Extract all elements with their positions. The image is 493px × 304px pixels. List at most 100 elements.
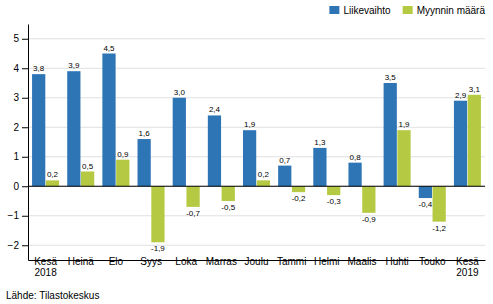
data-label: -0,9 (362, 215, 376, 224)
data-label: 3,9 (68, 61, 80, 70)
y-axis: −2 −1 0 1 2 3 4 5 (8, 25, 29, 261)
y-tick-mark (22, 186, 28, 187)
bar (32, 74, 45, 186)
x-tick-label: Syys (140, 256, 162, 267)
grid-line (28, 68, 485, 69)
data-label: 1,6 (139, 129, 151, 138)
y-tick: 0 (13, 181, 28, 192)
bar (151, 186, 164, 242)
x-tick: Elo (109, 256, 124, 267)
data-label: 3,5 (385, 73, 397, 82)
data-label: -1,2 (432, 224, 446, 233)
y-tick-label: 4 (13, 63, 19, 74)
data-label: 0,9 (117, 150, 129, 159)
y-tick: −1 (8, 210, 28, 221)
x-tick-label: Loka (175, 256, 197, 267)
bar (362, 186, 375, 213)
y-tick-label: −1 (8, 210, 20, 221)
x-tick-label: Elo (109, 256, 124, 267)
data-label: -0,7 (186, 209, 200, 218)
grid-line (28, 186, 485, 187)
x-tick: Joulu (245, 256, 269, 267)
y-tick-mark (22, 98, 28, 99)
bar (313, 148, 326, 186)
legend-swatch (403, 6, 413, 14)
x-tick: Helmi (314, 256, 340, 267)
y-tick: −2 (8, 240, 28, 251)
data-label: 0,8 (350, 153, 362, 162)
bars (32, 54, 481, 243)
y-tick-mark (22, 216, 28, 217)
y-tick-mark (22, 39, 28, 40)
x-tick-label: Helmi (314, 256, 340, 267)
chart: 3,83,94,51,63,02,41,90,71,30,83,5-0,42,9… (0, 0, 493, 304)
bar (67, 71, 80, 186)
x-tick: Syys (140, 256, 162, 267)
bar (243, 130, 256, 186)
data-label: 2,9 (455, 91, 467, 100)
grid-line (28, 245, 485, 246)
x-tick-label: Kesä2018 (34, 256, 57, 278)
data-label: 1,3 (314, 138, 326, 147)
bar (81, 172, 94, 187)
data-label: 4,5 (103, 44, 115, 53)
x-tick-label: Joulu (245, 256, 269, 267)
data-label: 3,8 (33, 64, 45, 73)
x-tick: Tammi (277, 256, 306, 267)
x-tick-label: Touko (419, 256, 446, 267)
x-tick-label: Marras (206, 256, 237, 267)
grid (28, 39, 485, 246)
x-tick: Marras (206, 256, 237, 267)
x-tick-label: Huhti (385, 256, 408, 267)
x-tick: Kesä2019 (456, 256, 479, 278)
bar (116, 160, 129, 187)
data-label: 3,1 (469, 85, 481, 94)
data-label: 2,4 (209, 105, 221, 114)
y-tick-label: 5 (13, 33, 19, 44)
y-tick-label: 1 (13, 151, 19, 162)
x-tick: Heinä (68, 256, 95, 267)
x-tick-label: Maalis (348, 256, 377, 267)
grid-line (28, 127, 485, 128)
data-label: 1,9 (244, 120, 256, 129)
data-label: 1,9 (398, 120, 410, 129)
legend-label: Liikevaihto (343, 5, 391, 16)
data-label: -0,5 (221, 203, 235, 212)
y-axis-line (28, 25, 29, 261)
y-tick-label: 2 (13, 122, 19, 133)
grid-line (28, 215, 485, 216)
x-tick: Huhti (385, 256, 408, 267)
data-label: 0,2 (47, 170, 59, 179)
y-tick-mark (22, 245, 28, 246)
x-axis: Kesä2018 Heinä Elo Syys Loka Marras Joulu Tammi… (29, 256, 486, 278)
data-label: -0,3 (327, 197, 341, 206)
grid-line (28, 156, 485, 157)
source-note: Lähde: Tilastokeskus (6, 290, 99, 301)
bar (292, 186, 305, 192)
y-tick: 5 (13, 33, 28, 44)
y-tick: 4 (13, 63, 28, 74)
x-tick: Loka (175, 256, 197, 267)
bar (257, 180, 270, 186)
y-tick: 1 (13, 151, 28, 162)
y-tick-label: 3 (13, 92, 19, 103)
x-tick: Kesä2018 (34, 256, 57, 278)
y-tick-label: 0 (13, 181, 19, 192)
y-tick-mark (22, 127, 28, 128)
bar (397, 130, 410, 186)
y-tick-mark (22, 68, 28, 69)
x-tick-label: Heinä (68, 256, 95, 267)
zero-line (28, 186, 485, 187)
bar (348, 163, 361, 187)
legend-label: Myynnin määrä (417, 5, 486, 16)
y-tick-label: −2 (8, 240, 20, 251)
grid-line (28, 38, 485, 39)
bar (173, 98, 186, 187)
x-tick-label: Tammi (277, 256, 306, 267)
bar (468, 95, 481, 186)
bar (186, 186, 199, 207)
bar (222, 186, 235, 201)
legend-item: Myynnin määrä (403, 5, 486, 16)
bar (46, 180, 59, 186)
data-label: 3,0 (174, 88, 186, 97)
